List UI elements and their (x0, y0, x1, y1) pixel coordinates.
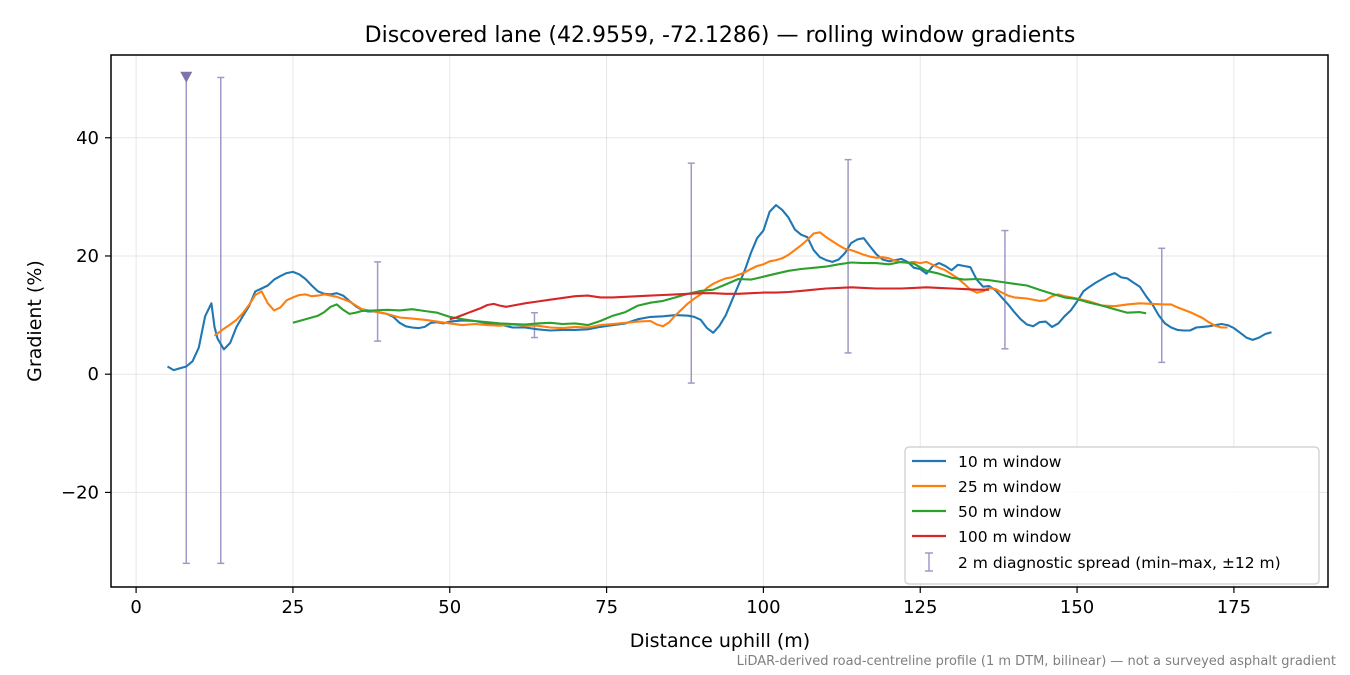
series-lines (166, 204, 1272, 372)
footnote: LiDAR-derived road-centreline profile (1… (737, 654, 1336, 669)
error-bar (217, 76, 225, 565)
y-axis-ticks: −20 0 20 40 (61, 128, 111, 503)
x-tick-label: 125 (903, 597, 937, 618)
legend-label-errorbar: 2 m diagnostic spread (min–max, ±12 m) (958, 554, 1281, 572)
series-line-1 (213, 231, 1228, 337)
legend-swatch-errorbar (925, 552, 933, 572)
clipped-marker (180, 71, 193, 83)
plot-frame (110, 54, 1329, 588)
y-tick-label: 20 (76, 246, 99, 267)
error-bar (1158, 247, 1166, 364)
error-bar (374, 261, 382, 342)
x-tick-label: 0 (130, 597, 141, 618)
error-bar (844, 158, 852, 354)
error-bar (180, 71, 193, 565)
x-axis-label: Distance uphill (m) (630, 630, 810, 652)
x-tick-label: 175 (1217, 597, 1251, 618)
error-bar (1001, 229, 1009, 350)
legend-label-100m: 100 m window (958, 528, 1072, 546)
legend-box (904, 446, 1320, 585)
legend-label-25m: 25 m window (958, 478, 1062, 496)
legend: 10 m window 25 m window 50 m window 100 … (904, 446, 1320, 585)
x-tick-label: 50 (438, 597, 461, 618)
chart-title: Discovered lane (42.9559, -72.1286) — ro… (365, 23, 1076, 48)
error-bar (687, 162, 695, 384)
x-tick-label: 150 (1060, 597, 1094, 618)
x-axis-ticks: 0 25 50 75 100 125 150 175 (130, 587, 1251, 618)
x-tick-label: 25 (281, 597, 304, 618)
x-tick-label: 75 (595, 597, 618, 618)
legend-label-50m: 50 m window (958, 503, 1062, 521)
y-tick-label: 0 (88, 364, 99, 385)
y-tick-label: 40 (76, 128, 99, 149)
legend-label-10m: 10 m window (958, 453, 1062, 471)
y-tick-label: −20 (61, 482, 99, 503)
error-bars (180, 71, 1166, 565)
series-line-3 (449, 286, 990, 321)
y-axis-label: Gradient (%) (24, 260, 46, 382)
x-tick-label: 100 (746, 597, 780, 618)
